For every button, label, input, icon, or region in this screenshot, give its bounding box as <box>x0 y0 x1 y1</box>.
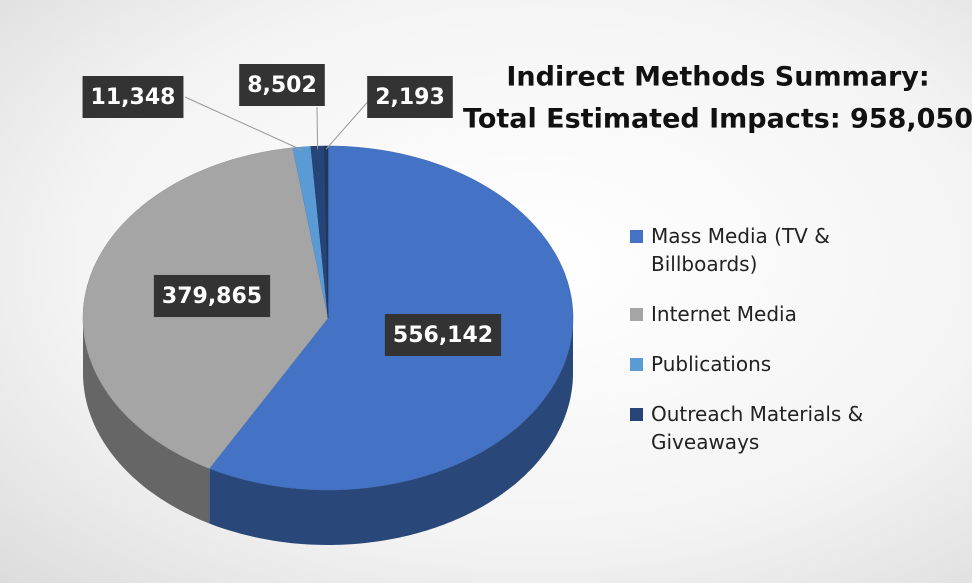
legend: Mass Media (TV & Billboards) Internet Med… <box>630 222 950 478</box>
slice <box>324 145 329 319</box>
slice-side <box>83 318 210 524</box>
data-label-box <box>82 76 184 118</box>
legend-item: Publications <box>630 350 950 378</box>
legend-swatch <box>630 230 643 243</box>
data-label-box <box>153 275 271 317</box>
chart-subtitle: Total Estimated Impacts: 958,050 <box>463 104 972 135</box>
legend-swatch <box>630 358 643 371</box>
data-label-box <box>367 76 453 118</box>
legend-swatch <box>630 408 643 421</box>
data-label-box <box>384 314 502 356</box>
data-label: 2,193 <box>375 85 445 110</box>
legend-label: Outreach Materials & Giveaways <box>651 402 864 454</box>
data-label: 8,502 <box>247 73 317 98</box>
data-label-box <box>239 64 325 106</box>
chart-title: Indirect Methods Summary: <box>506 62 929 93</box>
data-label: 11,348 <box>91 85 176 110</box>
legend-item: Mass Media (TV & Billboards) <box>630 222 950 278</box>
legend-label: Internet Media <box>651 302 797 326</box>
leader-line <box>316 106 319 150</box>
leader-line <box>325 96 373 150</box>
legend-label: Mass Media (TV & Billboards) <box>651 224 830 276</box>
slice-side <box>209 318 574 545</box>
leader-line <box>184 96 302 151</box>
data-label: 379,865 <box>162 284 262 309</box>
legend-item: Internet Media <box>630 300 950 328</box>
legend-label: Publications <box>651 352 772 376</box>
legend-item: Outreach Materials & Giveaways <box>630 400 950 456</box>
data-label: 556,142 <box>393 323 493 348</box>
legend-swatch <box>630 308 643 321</box>
